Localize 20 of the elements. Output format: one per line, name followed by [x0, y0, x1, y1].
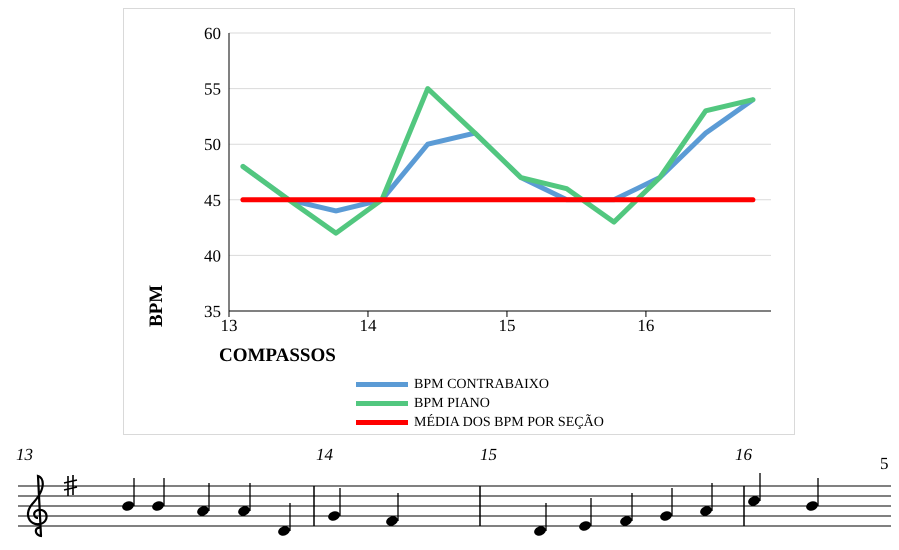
y-tick-label: 40 — [204, 246, 221, 266]
text: 15 — [480, 445, 497, 465]
y-axis-title: BPM — [146, 284, 168, 327]
x-tick-label: 13 — [220, 316, 238, 336]
text: 14 — [316, 445, 333, 465]
y-tick-label: 50 — [204, 135, 221, 154]
x-tick-label: 14 — [359, 316, 377, 336]
y-tick-label: 45 — [204, 190, 221, 210]
text: 5 — [880, 454, 888, 474]
x-tick-label: 15 — [498, 316, 516, 336]
text: 13 — [16, 445, 33, 465]
y-tick-label: 35 — [204, 302, 221, 322]
legend-label: MÉDIA DOS BPM POR SEÇÃO — [414, 413, 604, 432]
text: 16 — [735, 445, 752, 465]
legend-label: BPM PIANO — [414, 395, 490, 413]
x-axis-title: COMPASSOS — [219, 345, 336, 367]
y-tick-label: 60 — [204, 24, 221, 44]
legend-label: BPM CONTRABAIXO — [414, 376, 549, 394]
y-tick-label: 55 — [204, 80, 221, 99]
x-tick-label: 16 — [637, 316, 654, 336]
